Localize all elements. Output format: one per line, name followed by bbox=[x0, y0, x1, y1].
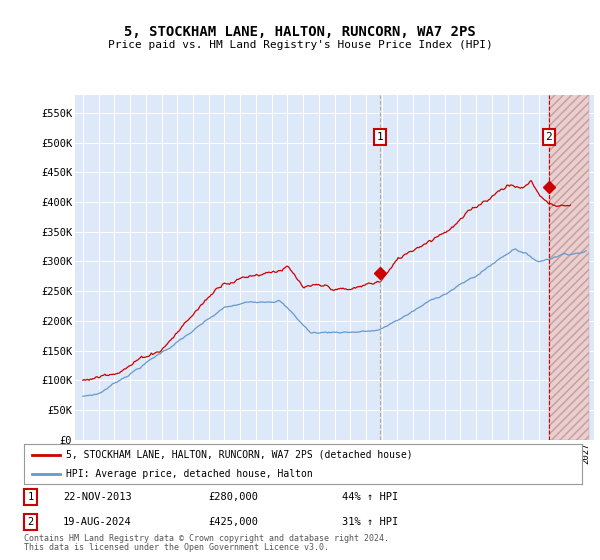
Text: This data is licensed under the Open Government Licence v3.0.: This data is licensed under the Open Gov… bbox=[24, 543, 329, 552]
Text: 31% ↑ HPI: 31% ↑ HPI bbox=[342, 517, 398, 526]
Text: Price paid vs. HM Land Registry's House Price Index (HPI): Price paid vs. HM Land Registry's House … bbox=[107, 40, 493, 50]
Text: HPI: Average price, detached house, Halton: HPI: Average price, detached house, Halt… bbox=[66, 469, 313, 478]
Text: 5, STOCKHAM LANE, HALTON, RUNCORN, WA7 2PS: 5, STOCKHAM LANE, HALTON, RUNCORN, WA7 2… bbox=[124, 25, 476, 39]
Text: £280,000: £280,000 bbox=[208, 492, 258, 502]
Text: 44% ↑ HPI: 44% ↑ HPI bbox=[342, 492, 398, 502]
Text: 1: 1 bbox=[377, 132, 383, 142]
Text: 2: 2 bbox=[28, 517, 34, 526]
Text: £425,000: £425,000 bbox=[208, 517, 258, 526]
Text: Contains HM Land Registry data © Crown copyright and database right 2024.: Contains HM Land Registry data © Crown c… bbox=[24, 534, 389, 543]
Text: 22-NOV-2013: 22-NOV-2013 bbox=[63, 492, 132, 502]
Text: 5, STOCKHAM LANE, HALTON, RUNCORN, WA7 2PS (detached house): 5, STOCKHAM LANE, HALTON, RUNCORN, WA7 2… bbox=[66, 450, 412, 460]
Text: 2: 2 bbox=[545, 132, 552, 142]
Text: 19-AUG-2024: 19-AUG-2024 bbox=[63, 517, 132, 526]
Text: 1: 1 bbox=[28, 492, 34, 502]
